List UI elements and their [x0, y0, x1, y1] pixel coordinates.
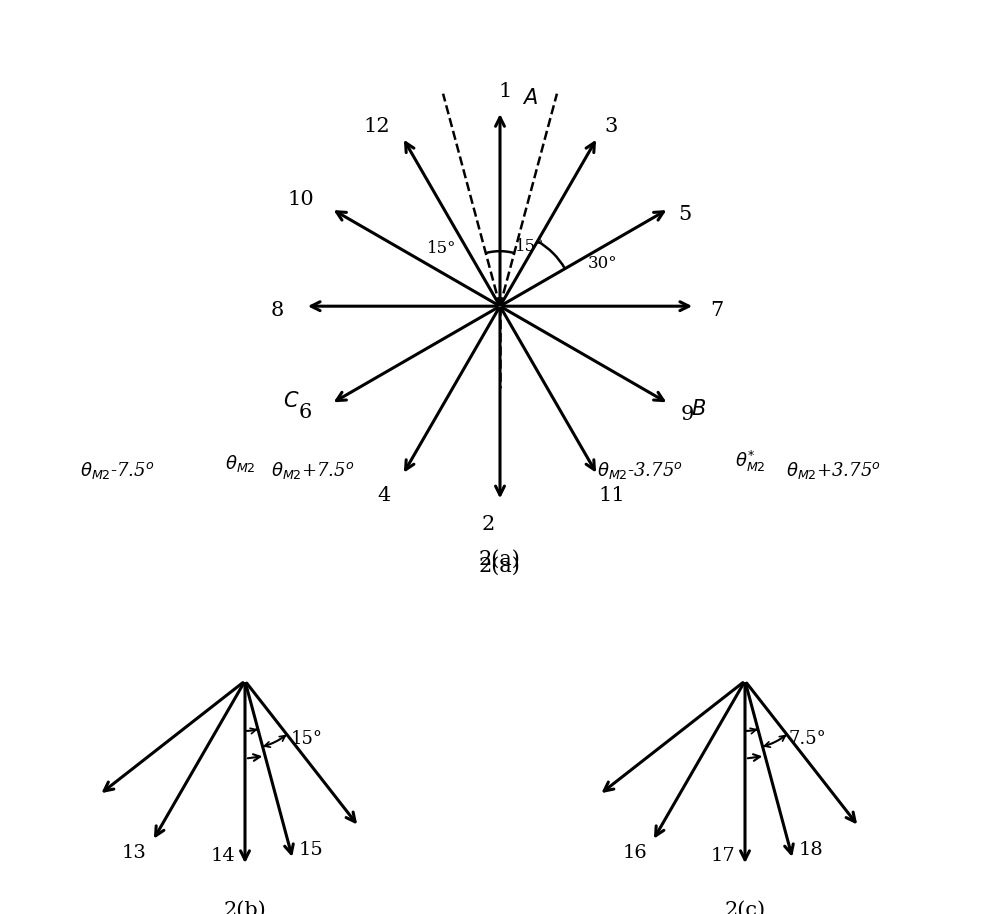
Text: 17: 17	[711, 847, 735, 865]
Text: 15°: 15°	[515, 238, 545, 255]
Text: 5: 5	[678, 205, 691, 224]
Text: $C$: $C$	[283, 390, 299, 410]
Text: 1: 1	[498, 81, 512, 101]
Text: 15°: 15°	[427, 239, 457, 257]
Text: $\theta_{M2}$-3.75$^o$: $\theta_{M2}$-3.75$^o$	[597, 460, 683, 481]
Text: 16: 16	[622, 845, 647, 862]
Text: 10: 10	[288, 190, 315, 209]
Text: 2(a): 2(a)	[479, 557, 521, 576]
Text: 4: 4	[378, 485, 391, 505]
Text: 30°: 30°	[588, 255, 618, 271]
Text: 11: 11	[598, 485, 625, 505]
Text: $\theta_{M2}$+7.5$^o$: $\theta_{M2}$+7.5$^o$	[271, 460, 355, 481]
Text: $A$: $A$	[522, 88, 538, 108]
Text: 7: 7	[710, 302, 724, 320]
Text: $\theta_{M2}^{*}$: $\theta_{M2}^{*}$	[735, 449, 765, 474]
Text: 14: 14	[211, 847, 235, 865]
Text: $\theta_{M2}$-7.5$^o$: $\theta_{M2}$-7.5$^o$	[80, 460, 154, 481]
Text: 15: 15	[299, 841, 323, 858]
Text: 3: 3	[605, 117, 618, 136]
Text: 2(a): 2(a)	[479, 549, 521, 569]
Text: $\theta_{M2}$+3.75$^o$: $\theta_{M2}$+3.75$^o$	[786, 460, 880, 481]
Text: 13: 13	[122, 845, 147, 862]
Text: 2(b): 2(b)	[224, 901, 266, 914]
Text: 9: 9	[680, 405, 694, 424]
Text: 12: 12	[363, 117, 390, 136]
Text: 8: 8	[270, 302, 284, 320]
Text: 18: 18	[799, 841, 823, 858]
Text: $B$: $B$	[691, 399, 706, 419]
Text: $\theta_{M2}$: $\theta_{M2}$	[225, 453, 255, 474]
Text: 7.5°: 7.5°	[788, 730, 826, 748]
Text: 2: 2	[481, 515, 495, 535]
Text: 2(c): 2(c)	[724, 901, 766, 914]
Text: 15°: 15°	[291, 730, 323, 748]
Text: 6: 6	[299, 403, 312, 422]
